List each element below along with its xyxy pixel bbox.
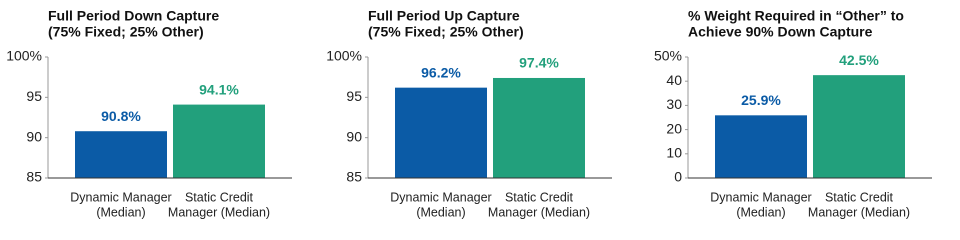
bar [75, 131, 167, 178]
chart-title: % Weight Required in “Other” to [688, 8, 904, 24]
bar [813, 75, 905, 178]
value-label: 25.9% [741, 92, 781, 108]
y-tick-label: 10 [666, 145, 682, 161]
chart-title: (75% Fixed; 25% Other) [48, 24, 204, 40]
x-tick-label: (Median) [736, 205, 785, 219]
y-tick-label: 50% [654, 48, 682, 64]
chart-title: (75% Fixed; 25% Other) [368, 24, 524, 40]
y-tick-label: 95 [26, 88, 42, 104]
y-tick-label: 0 [674, 169, 682, 185]
value-label: 96.2% [421, 64, 461, 80]
value-label: 42.5% [839, 52, 879, 68]
y-tick-label: 85 [26, 169, 42, 185]
y-tick-label: 95 [346, 88, 362, 104]
x-tick-label: (Median) [416, 205, 465, 219]
y-tick-label: 90 [26, 128, 42, 144]
y-tick-label: 20 [666, 120, 682, 136]
value-label: 90.8% [101, 108, 141, 124]
x-tick-label: Dynamic Manager [710, 190, 811, 204]
x-tick-label: (Median) [96, 205, 145, 219]
x-tick-label: Static Credit [185, 190, 254, 204]
y-tick-label: 85 [346, 169, 362, 185]
value-label: 97.4% [519, 55, 559, 71]
chart-title: Full Period Down Capture [48, 8, 219, 24]
y-tick-label: 100% [326, 48, 362, 64]
chart-page: Full Period Down Capture(75% Fixed; 25% … [6, 8, 932, 219]
x-tick-label: Manager (Median) [808, 205, 910, 219]
x-tick-label: Manager (Median) [168, 205, 270, 219]
chart-title: Full Period Up Capture [368, 8, 520, 24]
value-label: 94.1% [199, 81, 239, 97]
bar [493, 77, 585, 178]
y-tick-label: 100% [6, 48, 42, 64]
x-tick-label: Dynamic Manager [390, 190, 491, 204]
bar [173, 104, 265, 178]
y-tick-label: 40 [666, 72, 682, 88]
x-tick-label: Manager (Median) [488, 205, 590, 219]
x-tick-label: Dynamic Manager [70, 190, 171, 204]
bar [395, 87, 487, 178]
chart-title: Achieve 90% Down Capture [688, 24, 873, 40]
bar [715, 115, 807, 178]
y-tick-label: 90 [346, 128, 362, 144]
x-tick-label: Static Credit [505, 190, 574, 204]
y-tick-label: 30 [666, 96, 682, 112]
x-tick-label: Static Credit [825, 190, 894, 204]
